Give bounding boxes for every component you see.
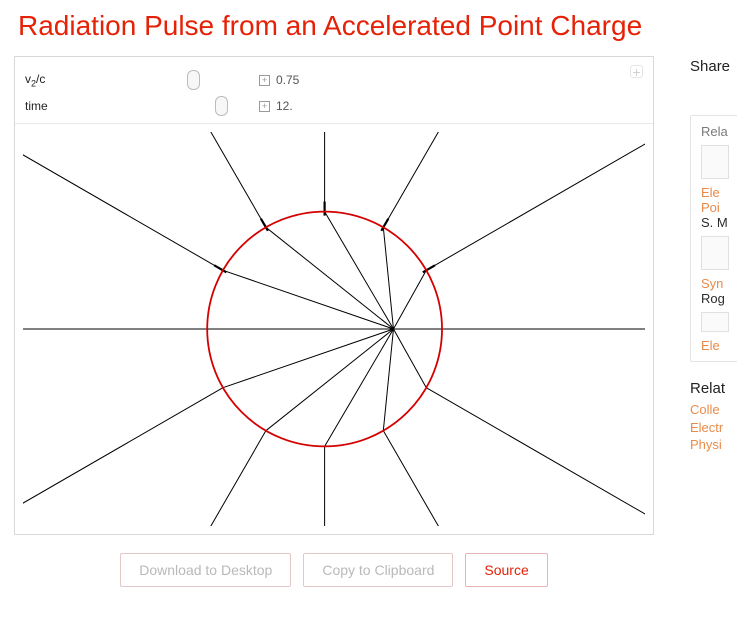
share-heading: Share: [690, 58, 737, 75]
related-block: Rela Ele Poi S. M Syn Rog Ele: [690, 115, 737, 362]
control-v2c-label: v2/c: [25, 72, 63, 88]
related-thumb[interactable]: [701, 236, 729, 270]
related-link[interactable]: Poi: [701, 200, 729, 215]
link[interactable]: Physi: [690, 436, 737, 454]
readout-time: 12.: [276, 99, 293, 113]
action-buttons: Download to Desktop Copy to Clipboard So…: [14, 553, 654, 587]
sidebar: Share Rela Ele Poi S. M Syn Rog Ele Rela…: [690, 52, 737, 620]
related-thumb[interactable]: [701, 145, 729, 179]
slider-v2c[interactable]: [63, 79, 249, 81]
expand-icon[interactable]: +: [630, 65, 643, 78]
link[interactable]: Electr: [690, 419, 737, 437]
stepper-icon[interactable]: +: [259, 101, 270, 112]
related-heading: Rela: [701, 124, 729, 139]
related-author: S. M: [701, 215, 729, 230]
control-time-label: time: [25, 99, 63, 113]
radiation-diagram: [21, 130, 647, 528]
slider-thumb[interactable]: [187, 70, 200, 90]
copy-button[interactable]: Copy to Clipboard: [303, 553, 453, 587]
download-button[interactable]: Download to Desktop: [120, 553, 291, 587]
related-thumb[interactable]: [701, 312, 729, 332]
related-author: Rog: [701, 291, 729, 306]
controls-area: v2/c + 0.75 time: [15, 57, 653, 124]
bottom-links: Colle Electr Physi: [690, 401, 737, 454]
control-v2c: v2/c + 0.75: [25, 67, 643, 93]
relate2-heading: Relat: [690, 380, 737, 397]
related-link[interactable]: Ele: [701, 185, 729, 200]
stepper-icon[interactable]: +: [259, 75, 270, 86]
related-link[interactable]: Ele: [701, 338, 729, 353]
page-title: Radiation Pulse from an Accelerated Poin…: [0, 0, 737, 52]
demo-panel: + v2/c + 0.75 time: [14, 56, 654, 535]
related-link[interactable]: Syn: [701, 276, 729, 291]
control-time: time + 12.: [25, 93, 643, 119]
readout-v2c: 0.75: [276, 73, 299, 87]
source-button[interactable]: Source: [465, 553, 547, 587]
slider-time[interactable]: [63, 105, 249, 107]
link[interactable]: Colle: [690, 401, 737, 419]
slider-thumb[interactable]: [215, 96, 228, 116]
